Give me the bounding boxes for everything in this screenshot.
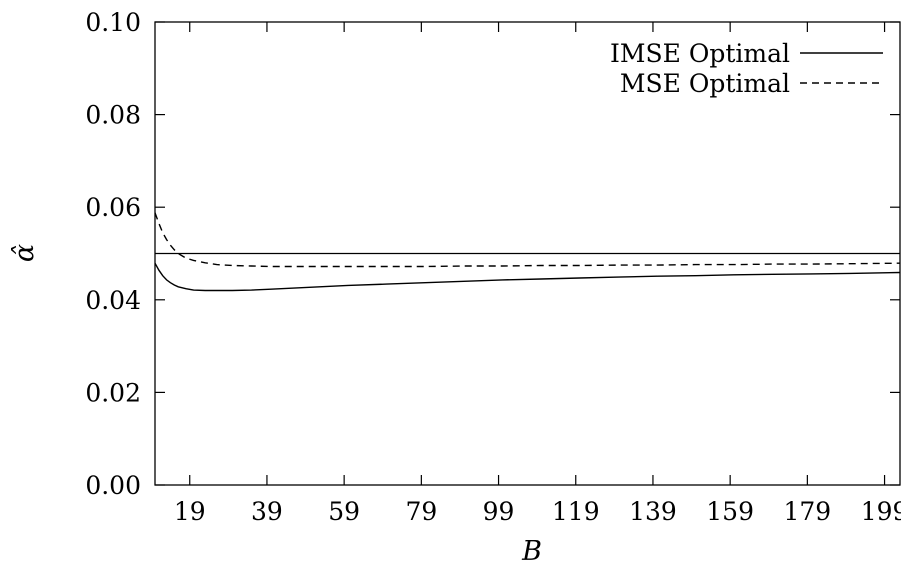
series-line-imse-optimal — [154, 262, 901, 292]
y-tick-label: 0.10 — [85, 8, 141, 37]
x-tick-label: 199 — [861, 497, 901, 526]
x-axis: 19 39 59 79 99 119 139 159 179 199 — [174, 22, 901, 526]
x-tick-label: 59 — [328, 497, 360, 526]
x-tick-label: 119 — [552, 497, 600, 526]
x-tick-label: 139 — [629, 497, 677, 526]
x-tick-label: 99 — [483, 497, 515, 526]
x-tick-label: 19 — [174, 497, 206, 526]
y-axis-title: α̂ — [9, 244, 40, 262]
legend-label: MSE Optimal — [620, 69, 790, 98]
series-group — [154, 212, 901, 292]
y-axis: 0.00 0.02 0.04 0.06 0.08 0.10 — [85, 8, 900, 500]
y-tick-label: 0.06 — [85, 193, 141, 222]
legend-label: IMSE Optimal — [610, 39, 790, 68]
x-tick-label: 159 — [706, 497, 754, 526]
x-tick-label: 79 — [405, 497, 437, 526]
x-tick-label: 179 — [783, 497, 831, 526]
y-tick-label: 0.08 — [85, 101, 141, 130]
x-tick-label: 39 — [251, 497, 283, 526]
series-line-mse-optimal — [154, 212, 901, 268]
x-axis-title: B — [521, 536, 542, 566]
y-tick-label: 0.00 — [85, 471, 141, 500]
y-tick-label: 0.02 — [85, 378, 141, 407]
y-tick-label: 0.04 — [85, 286, 141, 315]
